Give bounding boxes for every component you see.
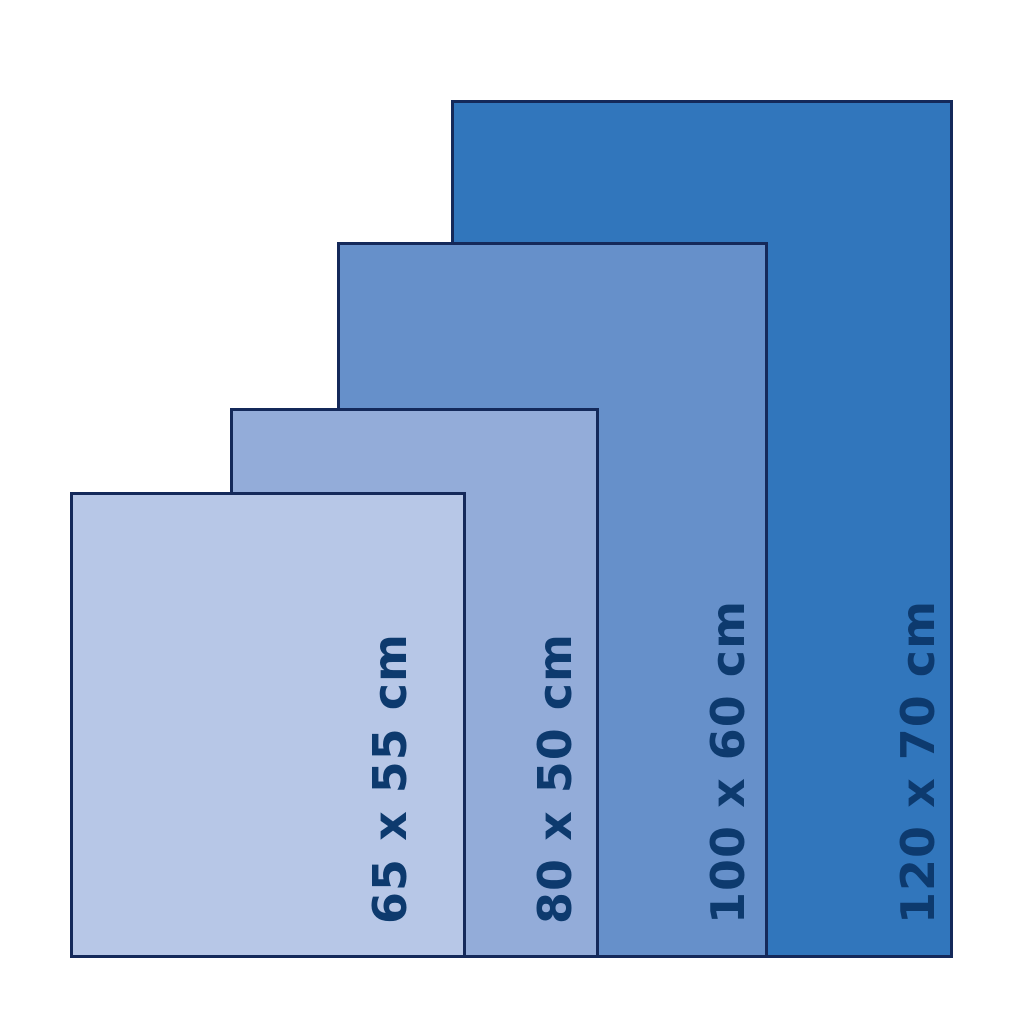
size-label-120x70: 120 x 70 cm — [891, 600, 945, 924]
size-label-80x50: 80 x 50 cm — [528, 633, 582, 924]
size-rect-65x55 — [70, 492, 466, 958]
size-label-65x55: 65 x 55 cm — [363, 633, 417, 924]
size-label-100x60: 100 x 60 cm — [701, 600, 755, 924]
